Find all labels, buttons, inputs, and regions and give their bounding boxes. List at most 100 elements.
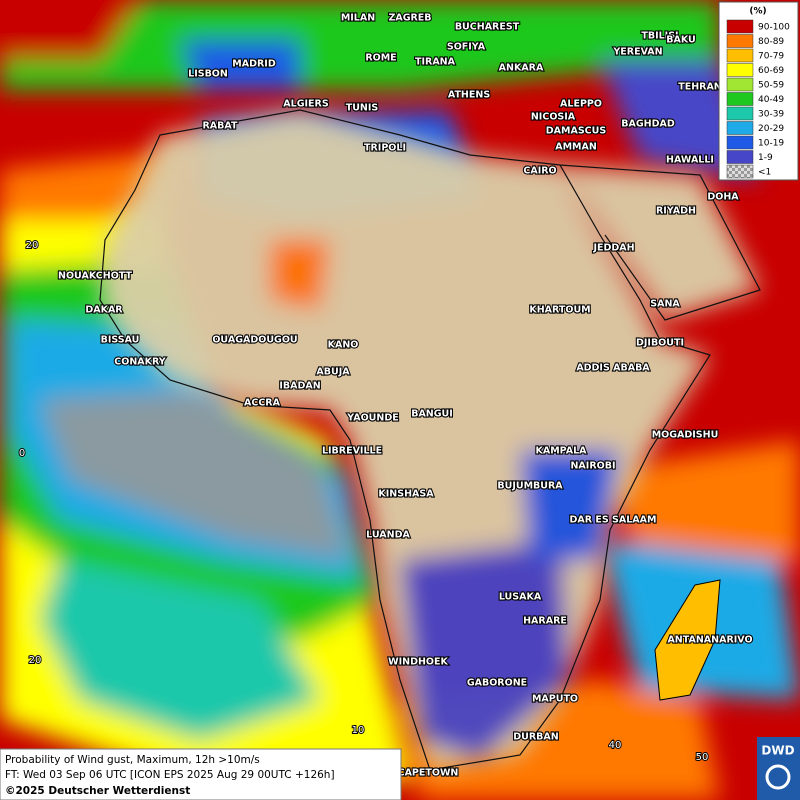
city-label: YAOUNDE — [346, 413, 398, 424]
city-label: GABORONE — [467, 678, 527, 689]
legend-label: 20-29 — [758, 124, 784, 134]
city-label: KANO — [328, 340, 359, 351]
lat-label: 20 — [26, 240, 39, 251]
legend-swatch — [726, 48, 754, 63]
city-label: ROME — [365, 53, 396, 64]
city-label: ABUJA — [316, 367, 350, 378]
lon-label: 40 — [609, 740, 622, 751]
city-label: BANGUI — [411, 409, 453, 420]
city-label: CAPETOWN — [398, 768, 459, 779]
city-label: BUCHAREST — [455, 22, 520, 33]
city-label: BAGHDAD — [621, 119, 675, 130]
lat-label: 20 — [29, 655, 42, 666]
legend-swatch — [726, 135, 754, 150]
legend-label: 10-19 — [758, 139, 784, 149]
city-label: HARARE — [523, 616, 567, 627]
city-label: ATHENS — [448, 90, 490, 101]
city-label: DAMASCUS — [546, 126, 607, 137]
city-label: CONAKRY — [114, 357, 166, 368]
legend-swatch — [726, 19, 754, 34]
city-label: ALGIERS — [283, 99, 329, 110]
city-label: DOHA — [707, 192, 739, 203]
city-label: DAR ES SALAAM — [570, 515, 657, 526]
city-label: DJIBOUTI — [636, 338, 684, 349]
legend-swatch — [726, 164, 754, 179]
city-label: OUAGADOUGOU — [212, 335, 297, 346]
logo-box — [757, 737, 800, 800]
city-label: RABAT — [202, 121, 238, 132]
city-label: TIRANA — [415, 57, 456, 68]
city-label: CAIRO — [523, 166, 556, 177]
logo-icon — [765, 764, 791, 790]
city-label: LIBREVILLE — [322, 446, 382, 457]
legend-swatch — [726, 92, 754, 106]
graticule-labels: 20 0 20 10 40 50 — [18, 239, 710, 764]
city-label: IBADAN — [279, 381, 320, 392]
city-label: RIYADH — [656, 206, 696, 217]
legend-swatch — [726, 121, 754, 135]
city-label: TBILISI — [641, 31, 678, 42]
city-label: ANTANANARIVO — [667, 635, 752, 646]
city-label: ZAGREB — [388, 13, 431, 24]
city-label: ADDIS ABABA — [576, 363, 650, 374]
footer-line: FT: Wed 03 Sep 06 UTC [ICON EPS 2025 Aug… — [5, 769, 335, 781]
city-label: NAIROBI — [570, 461, 615, 472]
city-label: LISBON — [188, 69, 228, 80]
legend-swatch — [726, 106, 754, 121]
city-label: NICOSIA — [531, 112, 576, 123]
logo-text: DWD — [761, 744, 794, 758]
coastline — [99, 109, 761, 771]
footer: Probability of Wind gust, Maximum, 12h >… — [0, 748, 402, 800]
city-label: BISSAU — [101, 335, 140, 346]
legend-label: 80-89 — [758, 37, 784, 47]
legend-label: 90-100 — [758, 23, 790, 33]
city-label: KAMPALA — [535, 446, 587, 457]
lat-label: 0 — [19, 448, 25, 459]
city-label: SANA — [650, 299, 680, 310]
legend: (%) 90-100 80-89 70-79 60-69 50-59 40-49 30-39… — [718, 1, 799, 181]
city-label: DAKAR — [85, 305, 123, 316]
city-label: AMMAN — [555, 142, 597, 153]
city-label: KINSHASA — [378, 489, 434, 500]
city-label: ANKARA — [499, 63, 544, 74]
city-label: TRIPOLI — [364, 143, 406, 154]
city-label: BUJUMBURA — [497, 481, 563, 492]
legend-swatch — [726, 150, 754, 164]
city-label: MILAN — [341, 13, 375, 24]
legend-unit: (%) — [749, 7, 766, 17]
city-label: WINDHOEK — [388, 657, 448, 668]
city-label: HAWALLI — [666, 155, 714, 166]
city-label: JEDDAH — [592, 243, 634, 254]
legend-swatch — [726, 63, 754, 77]
legend-label: <1 — [758, 168, 771, 178]
lon-label: 10 — [352, 725, 365, 736]
logo: DWD — [757, 737, 800, 800]
city-label: NOUAKCHOTT — [58, 271, 132, 282]
city-label: BAKU — [666, 35, 696, 46]
city-label: SOFIYA — [447, 42, 486, 53]
city-label: YEREVAN — [612, 47, 662, 58]
city-label: MADRID — [232, 59, 276, 70]
footer-line: Probability of Wind gust, Maximum, 12h >… — [5, 754, 260, 766]
footer-box — [0, 748, 402, 800]
footer-line: ©2025 Deutscher Wetterdienst — [5, 785, 190, 797]
legend-label: 40-49 — [758, 95, 784, 105]
city-label: MOGADISHU — [652, 430, 719, 441]
city-label: TUNIS — [346, 103, 379, 114]
city-label: LUSAKA — [499, 592, 542, 603]
legend-swatch — [726, 34, 754, 48]
legend-swatch — [726, 77, 754, 92]
legend-label: 60-69 — [758, 66, 784, 76]
legend-label: 30-39 — [758, 110, 784, 120]
city-label: MAPUTO — [532, 694, 578, 705]
city-label: DURBAN — [513, 732, 559, 743]
lon-label: 50 — [696, 752, 709, 763]
legend-label: 70-79 — [758, 52, 784, 62]
city-label: ACCRA — [244, 398, 281, 409]
city-label: KHARTOUM — [529, 305, 590, 316]
legend-label: 1-9 — [758, 153, 773, 163]
city-label: ALEPPO — [560, 99, 602, 110]
